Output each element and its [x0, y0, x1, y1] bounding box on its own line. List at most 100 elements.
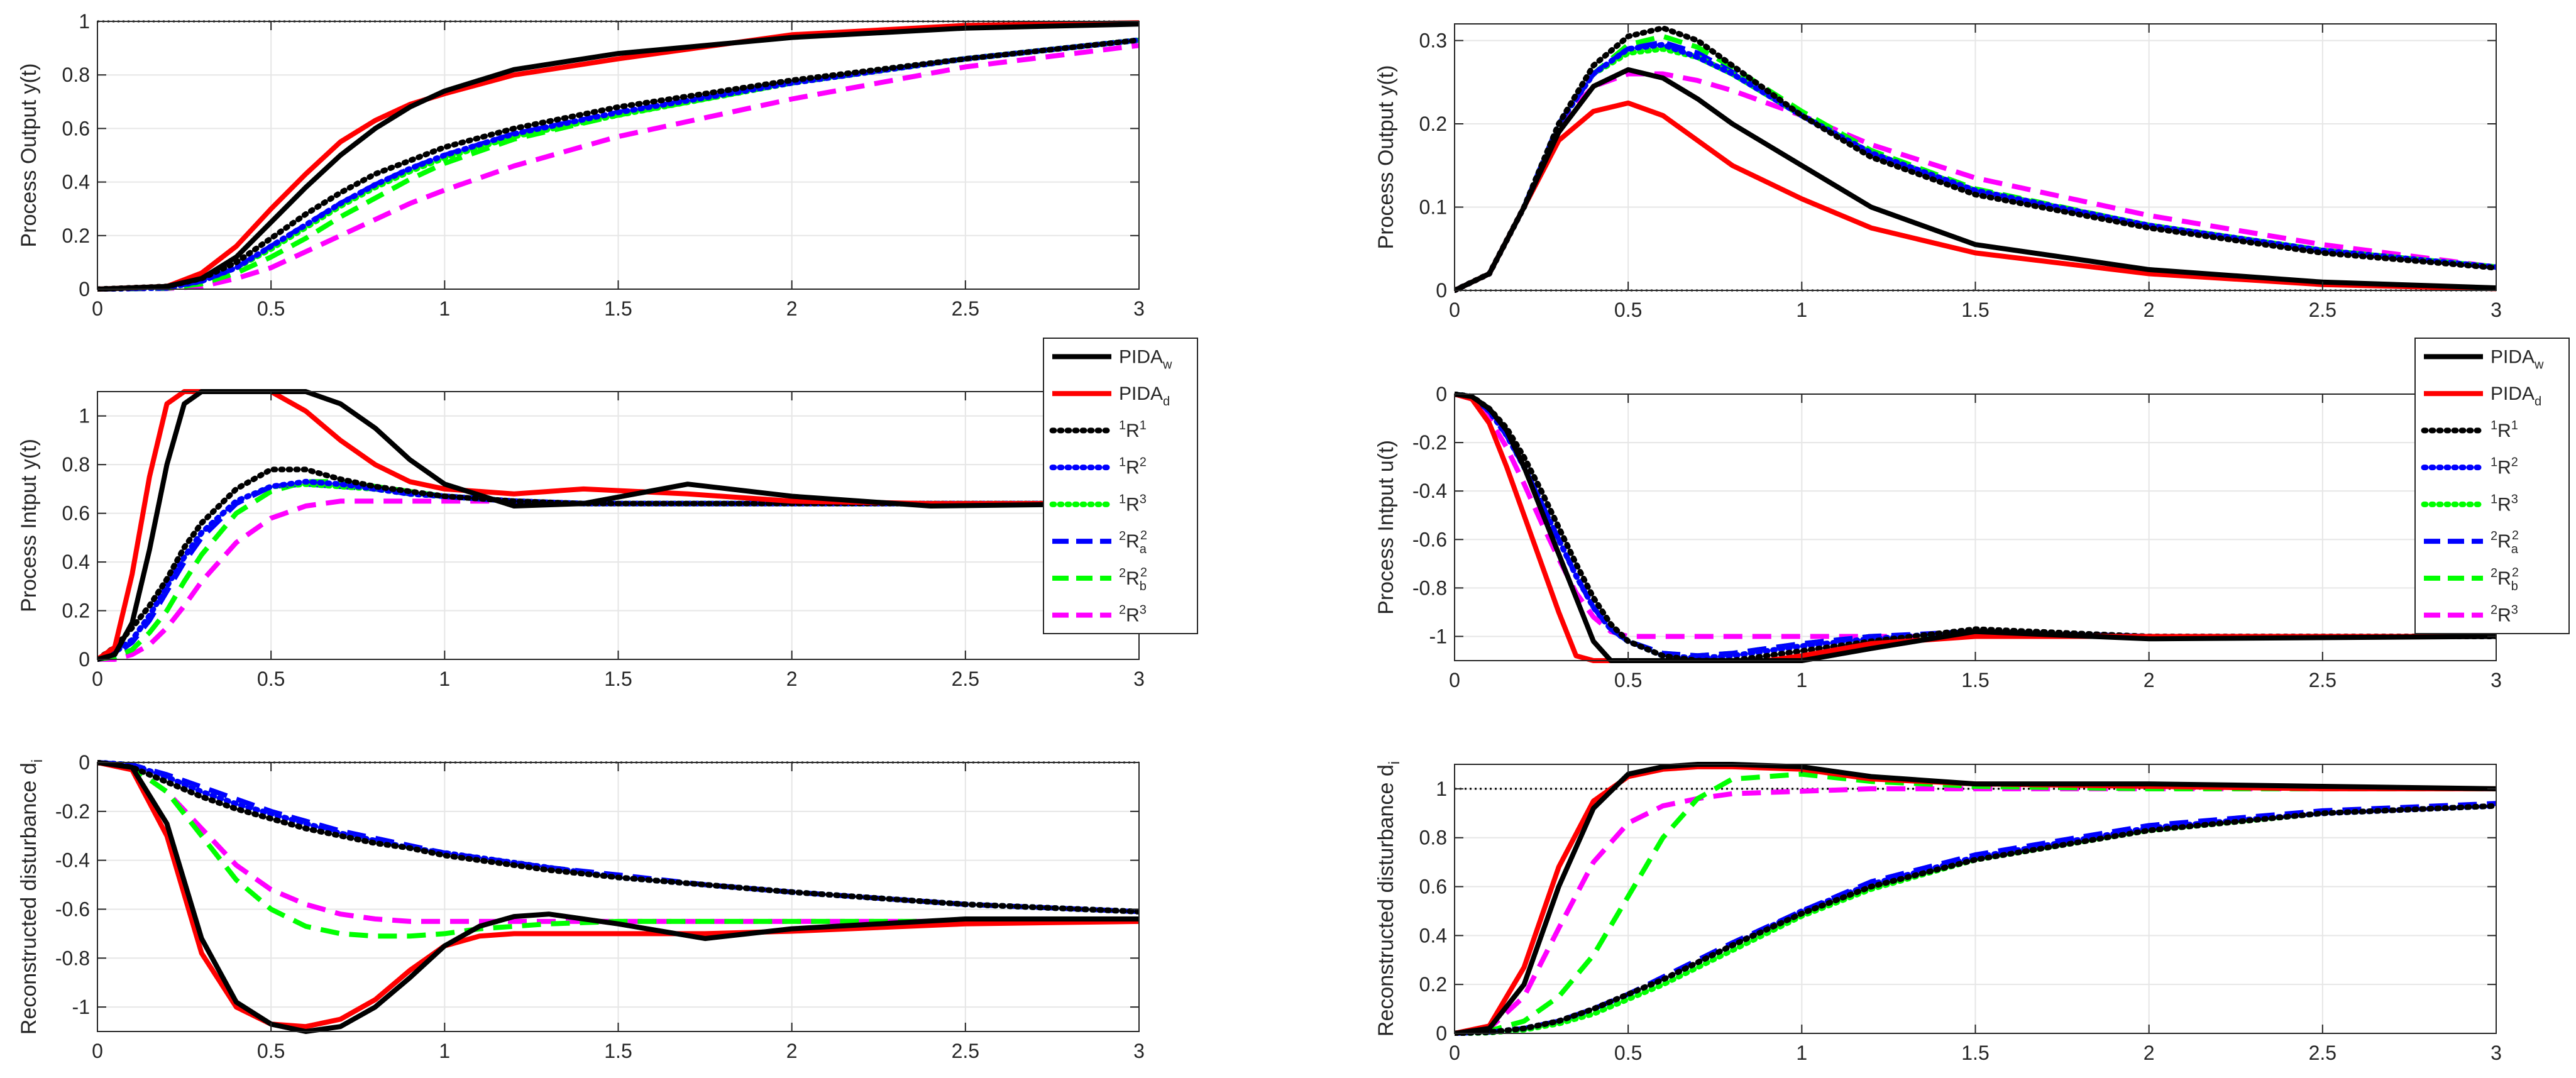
y-axis-label: Process Output y(t) [1374, 65, 1398, 250]
x-tick-label: 3 [1133, 297, 1145, 320]
x-tick-label: 0.5 [257, 668, 285, 690]
legend-label-1R3: 1R3 [1119, 492, 1147, 515]
y-tick-label: 0.4 [62, 551, 90, 573]
x-tick-label: 1.5 [1961, 1042, 1989, 1064]
y-tick-label: 0.8 [1419, 827, 1447, 849]
legend-right-input: PIDAw PIDAd 1R1 1R2 1R3 2Ra2 2Rb2 2R3 [2414, 338, 2570, 634]
y-tick-label: -0.4 [1412, 480, 1447, 502]
y-tick-label: 0.2 [62, 224, 90, 247]
y-tick-label: 0.3 [1419, 30, 1447, 52]
y-tick-label: 0.4 [62, 171, 90, 194]
x-tick-label: 3 [2491, 669, 2502, 691]
chart-left-input: 0 0.5 1 1.5 2 2.5 3 0 0.2 0.4 0.6 0.8 1 Process Intpu… [17, 389, 1145, 690]
x-tick-label: 1.5 [604, 1040, 632, 1062]
x-tick-label: 1 [1796, 299, 1807, 321]
legend-label-1R2: 1R2 [2491, 456, 2518, 478]
series-line-2R2b [97, 760, 1139, 939]
y-tick-label: -0.2 [1412, 431, 1447, 454]
x-tick-label: 0 [92, 297, 103, 320]
x-tick-label: 0.5 [257, 1040, 285, 1062]
y-tick-label: -0.8 [55, 947, 90, 969]
legend-box [2414, 338, 2570, 634]
series-line-1R1 [1455, 803, 2496, 1036]
x-tick-label: 2 [2144, 299, 2155, 321]
x-tick-label: 1 [1796, 1042, 1807, 1064]
x-tick-label: 3 [2491, 299, 2502, 321]
legend-label-1R1: 1R1 [2491, 419, 2518, 441]
series-line-2R3 [97, 760, 1139, 924]
x-tick-label: 3 [2491, 1042, 2502, 1064]
x-tick-label: 1.5 [604, 297, 632, 320]
chart-left-disturbance: 0 0.5 1 1.5 2 2.5 3 -1 -0.8 -0.6 -0.4 -0.2 0 Reconstr… [17, 751, 1145, 1062]
y-tick-label: 0.1 [1419, 196, 1447, 219]
legend-label-2R3: 2R3 [2491, 603, 2518, 626]
legend-label-1R2: 1R2 [1119, 456, 1147, 478]
x-tick-label: 3 [1133, 668, 1145, 690]
x-tick-label: 0.5 [1614, 1042, 1642, 1064]
x-tick-label: 0.5 [1614, 299, 1642, 321]
y-tick-label: 0.6 [1419, 876, 1447, 898]
series-line-PIDA_w [97, 21, 1139, 292]
x-tick-label: 2.5 [2309, 299, 2337, 321]
x-tick-label: 2.5 [2309, 669, 2337, 691]
y-tick-label: 1 [79, 10, 90, 33]
y-tick-label: 0.8 [62, 63, 90, 86]
y-tick-label: 1 [79, 405, 90, 427]
y-axis-label: Reconstructed disturbance di [17, 759, 46, 1035]
legend-label-2R3: 2R3 [1119, 603, 1147, 626]
y-tick-label: -0.8 [1412, 576, 1447, 599]
y-tick-label: 0.8 [62, 453, 90, 476]
y-tick-label: 0.4 [1419, 924, 1447, 947]
x-tick-label: 0 [1449, 669, 1460, 691]
series-line-2R2a [1455, 40, 2496, 293]
y-tick-label: 0 [1436, 279, 1447, 302]
x-tick-label: 1 [1796, 669, 1807, 691]
series-line-PIDA_d [97, 760, 1139, 1030]
series-line-2R3 [97, 498, 1139, 662]
y-tick-label: 1 [1436, 778, 1447, 800]
x-tick-label: 2 [2144, 669, 2155, 691]
y-tick-label: 0.2 [62, 600, 90, 622]
x-tick-label: 2 [2144, 1042, 2155, 1064]
x-tick-label: 0.5 [1614, 669, 1642, 691]
y-axis-label: Process Output y(t) [17, 63, 41, 248]
y-tick-label: 0.6 [62, 502, 90, 525]
x-tick-label: 2 [786, 297, 798, 320]
series-line-PIDA_w [97, 389, 1139, 662]
legend-label-2R2b: 2Rb2 [1119, 566, 1147, 593]
y-tick-label: 0.2 [1419, 113, 1447, 135]
y-axis-label: Reconstructed disturbance di [1374, 761, 1403, 1037]
y-tick-label: -0.2 [55, 800, 90, 823]
chart-right-output: 0 0.5 1 1.5 2 2.5 3 0 0.1 0.2 0.3 Process Output y(… [1374, 23, 2502, 321]
series-line-PIDA_w [97, 760, 1139, 1034]
series-line-1R2 [97, 37, 1139, 292]
x-tick-label: 0 [92, 1040, 103, 1062]
legend-label-PIDA_w: PIDAw [2491, 346, 2544, 371]
series-line-PIDA_w [1455, 67, 2496, 293]
series-line-2R3 [97, 43, 1139, 292]
legend-left-input: PIDAw PIDAd 1R1 1R2 1R3 2Ra2 2Rb2 2R3 [1043, 338, 1198, 634]
x-tick-label: 0 [1449, 1042, 1460, 1064]
series-line-PIDA_d [97, 389, 1139, 662]
x-tick-label: 2 [786, 668, 798, 690]
legend-label-2R2a: 2Ra2 [2491, 529, 2519, 556]
y-tick-label: -1 [1429, 625, 1447, 647]
y-tick-label: 0 [79, 278, 90, 300]
y-tick-label: 0 [79, 648, 90, 671]
x-tick-label: 2.5 [952, 668, 979, 690]
y-tick-label: -0.6 [55, 898, 90, 920]
legend-label-1R1: 1R1 [1119, 419, 1147, 441]
y-tick-label: 0 [1436, 383, 1447, 405]
y-tick-label: 0.2 [1419, 973, 1447, 996]
y-axis-label: Process Intput y(t) [17, 439, 41, 612]
x-tick-label: 1.5 [1961, 669, 1989, 691]
chart-right-disturbance: 0 0.5 1 1.5 2 2.5 3 0 0.2 0.4 0.6 0.8 1 Reconstructed… [1374, 761, 2502, 1064]
legend-label-2R2b: 2Rb2 [2491, 566, 2519, 593]
y-tick-label: -0.4 [55, 849, 90, 872]
y-tick-label: 0.6 [62, 117, 90, 140]
series-line-1R1 [97, 760, 1139, 915]
chart-right-input: 0 0.5 1 1.5 2 2.5 3 -1 -0.8 -0.6 -0.4 -0.2 0 Process … [1374, 383, 2502, 691]
x-tick-label: 0 [1449, 299, 1460, 321]
legend-label-PIDA_d: PIDAd [1119, 383, 1170, 409]
